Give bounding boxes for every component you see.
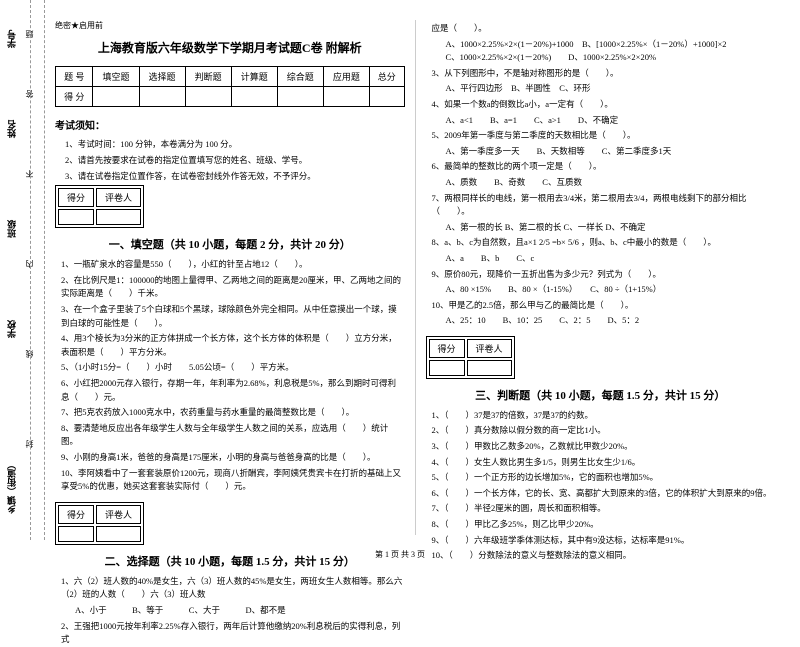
td: 得 分	[56, 87, 93, 107]
question-options: A、第一季度多一天 B、天数相等 C、第二季度多1天	[446, 145, 776, 159]
page-footer: 第 1 页 共 3 页	[0, 549, 800, 560]
right-column: 应是（ ）。 A、1000×2.25%×2×(1－20%)+1000 B、[10…	[416, 20, 786, 535]
q-frac: 5/6	[568, 237, 579, 247]
question: 2、王强把1000元按年利率2.25%存入银行，两年后计算他缴纳20%利息税后的…	[61, 620, 405, 647]
question: 6、最简单的整数比的两个项一定是（ ）。	[432, 160, 776, 174]
side-label-id: 学号	[5, 30, 18, 48]
question-cont: 应是（ ）。	[432, 22, 776, 36]
mini-label: 评卷人	[96, 188, 141, 207]
question: 4、（ ）女生人数比男生多1/5，则男生比女生少1/6。	[432, 456, 776, 470]
score-table: 题 号 填空题 选择题 判断题 计算题 综合题 应用题 总分 得 分	[55, 66, 405, 107]
question: 8、（ ）甲比乙多25%，则乙比甲少20%。	[432, 518, 776, 532]
question: 1、六（2）班人数的40%是女生，六（3）班人数的45%是女生，两班女生人数相等…	[61, 575, 405, 602]
score-mini-box: 得分评卷人	[55, 502, 144, 545]
question: 1、（ ）37是37的倍数，37是37的约数。	[432, 409, 776, 423]
notice-title: 考试须知：	[55, 117, 405, 132]
exam-title: 上海教育版六年级数学下学期月考试题C卷 附解析	[55, 39, 405, 56]
q-text: 8、a、b、c为自然数，且a×1	[432, 237, 537, 247]
question: 2、（ ）真分数除以假分数的商一定比1小。	[432, 424, 776, 438]
question: 4、用3个棱长为3分米的正方体拼成一个长方体，这个长方体的体积是（ ）立方分米，…	[61, 332, 405, 359]
th: 判断题	[185, 67, 231, 87]
th: 填空题	[93, 67, 139, 87]
question-options: A、80 ×15% B、80 ×（1-15%） C、80 ÷（1+15%）	[446, 283, 776, 297]
question: 7、把5克农药放入1000克水中，农药重量与药水重量的最简整数比是（ ）。	[61, 406, 405, 420]
question: 1、一瓶矿泉水的容量是550（ ），小红的针至占地12（ ）。	[61, 258, 405, 272]
side-label-class: 班级	[5, 220, 18, 238]
question-options: A、平行四边形 B、半圆性 C、环形	[446, 82, 776, 96]
th: 题 号	[56, 67, 93, 87]
mini-label: 评卷人	[467, 339, 512, 358]
side-label-name: 姓名	[5, 120, 18, 138]
score-mini-box: 得分评卷人	[55, 185, 144, 228]
notice-item: 3、请在试卷指定位置作答，在试卷密封线外作答无效，不予评分。	[65, 170, 405, 183]
side-label-panel: 学号 姓名 班级 学校 乡镇（街道） 题 答 不 内 线 封	[0, 0, 45, 540]
q-frac: 2/5	[539, 237, 550, 247]
question: 2、在比例尺是1：100000的地图上量得甲、乙两地之间的距离是20厘米，甲、乙…	[61, 274, 405, 301]
question: 8、a、b、c为自然数，且a×1 2/5 =b× 5/6 ，则a、b、c中最小的…	[432, 236, 776, 250]
page-content: 绝密★启用前 上海教育版六年级数学下学期月考试题C卷 附解析 题 号 填空题 选…	[0, 0, 800, 540]
question: 3、在一个盒子里装了5个白球和5个黑球，球除颜色外完全相同。从中任意摸出一个球，…	[61, 303, 405, 330]
mini-label: 得分	[429, 339, 465, 358]
mini-label: 得分	[58, 505, 94, 524]
question: 10、甲是乙的2.5倍，那么甲与乙的最简比是（ ）。	[432, 299, 776, 313]
question-options: A、第一根的长 B、第二根的长 C、一样长 D、不确定	[446, 221, 776, 235]
question-options: A、a<1 B、a=1 C、a>1 D、不确定	[446, 114, 776, 128]
question-options: A、1000×2.25%×2×(1－20%)+1000 B、[1000×2.25…	[446, 38, 776, 65]
question-options: A、a B、b C、c	[446, 252, 776, 266]
left-column: 绝密★启用前 上海教育版六年级数学下学期月考试题C卷 附解析 题 号 填空题 选…	[45, 20, 416, 535]
th: 综合题	[277, 67, 323, 87]
question: 8、要清楚地反应出各年级学生人数与全年级学生人数之间的关系，应选用（ ）统计图。	[61, 422, 405, 449]
side-label-town: 乡镇（街道）	[5, 460, 18, 514]
question: 6、（ ）一个长方体，它的长、宽、高都扩大到原来的3倍，它的体积扩大到原来的9倍…	[432, 487, 776, 501]
th: 计算题	[231, 67, 277, 87]
th: 应用题	[323, 67, 369, 87]
question: 5、（1小时15分=（ ）小时 5.05公顷=（ ）平方米。	[61, 361, 405, 375]
notice-item: 2、请首先按要求在试卷的指定位置填写您的姓名、班级、学号。	[65, 154, 405, 167]
score-mini-box: 得分评卷人	[426, 336, 515, 379]
section-fill-title: 一、填空题（共 10 小题，每题 2 分，共计 20 分）	[55, 236, 405, 252]
question: 10、李阿姨看中了一套套装原价1200元，现商八折酬宾，李阿姨凭贵宾卡在打折的基…	[61, 467, 405, 494]
question: 5、（ ）一个正方形的边长增加5%，它的面积也增加5%。	[432, 471, 776, 485]
mini-label: 评卷人	[96, 505, 141, 524]
section-judge-title: 三、判断题（共 10 小题，每题 1.5 分，共计 15 分）	[426, 387, 776, 403]
question: 9、（ ）六年级班学季体测达标，其中有9没达标，达标率是91%。	[432, 534, 776, 548]
secret-label: 绝密★启用前	[55, 20, 405, 31]
question: 4、如果一个数a的倒数比a小，a一定有（ ）。	[432, 98, 776, 112]
question: 9、小刚的身高1米，爸爸的身高是175厘米，小明的身高与爸爸身高的比是（ ）。	[61, 451, 405, 465]
question: 3、从下列图形中，不是轴对称图形的是（ ）。	[432, 67, 776, 81]
notice-item: 1、考试时间：100 分钟，本卷满分为 100 分。	[65, 138, 405, 151]
question: 6、小红把2000元存入银行，存期一年，年利率为2.68%，利息税是5%，那么到…	[61, 377, 405, 404]
question: 7、（ ）半径2厘米的圆，周长和面积相等。	[432, 502, 776, 516]
question-options: A、小于 B、等于 C、大于 D、都不是	[75, 604, 405, 618]
th: 选择题	[139, 67, 185, 87]
question: 9、原价80元，现降价一五折出售为多少元？列式为（ ）。	[432, 268, 776, 282]
question: 7、两根同样长的电线，第一根用去3/4米，第二根用去3/4，两根电线剩下的部分相…	[432, 192, 776, 219]
question: 3、（ ）甲数比乙数多20%，乙数就比甲数少20%。	[432, 440, 776, 454]
mini-label: 得分	[58, 188, 94, 207]
th: 总分	[369, 67, 404, 87]
q-text: ，则a、b、c中最小的数是（ ）。	[581, 237, 716, 247]
question: 5、2009年第一季度与第二季度的天数相比是（ ）。	[432, 129, 776, 143]
table-row: 题 号 填空题 选择题 判断题 计算题 综合题 应用题 总分	[56, 67, 405, 87]
question-options: A、25：10 B、10：25 C、2：5 D、5：2	[446, 314, 776, 328]
table-row: 得 分	[56, 87, 405, 107]
side-label-school: 学校	[5, 320, 18, 338]
question-options: A、质数 B、奇数 C、互质数	[446, 176, 776, 190]
q-text: =b×	[552, 237, 566, 247]
